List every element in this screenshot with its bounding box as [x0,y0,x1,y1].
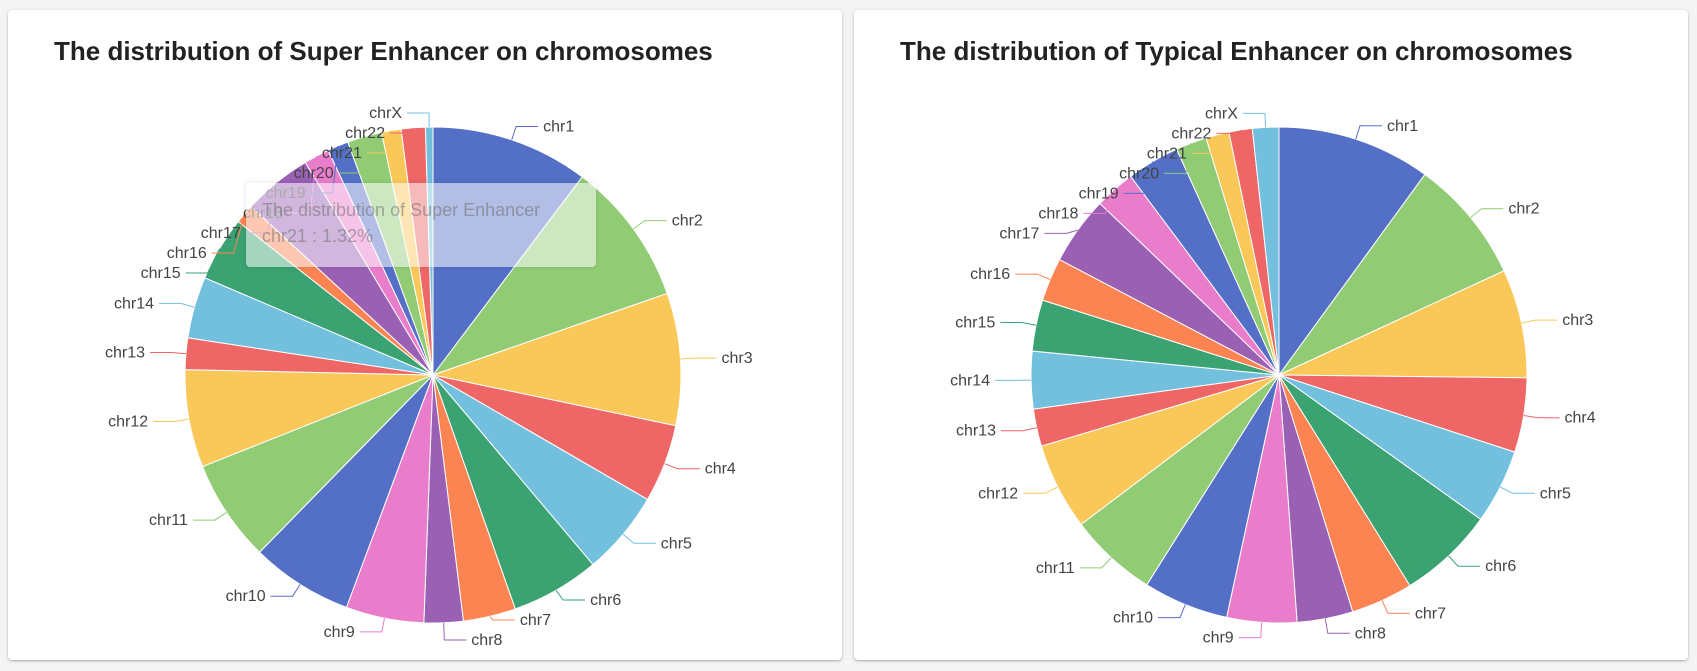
label-line-chr3 [1521,319,1558,324]
slice-label-chr7: chr7 [1415,605,1446,622]
label-line-chr22 [390,127,414,134]
label-line-chr18 [1083,189,1116,214]
label-line-chr5 [622,533,656,544]
slice-label-chr9: chr9 [1203,630,1234,647]
label-line-chr21 [1191,134,1218,154]
label-line-chr6 [1448,555,1481,567]
label-line-chr20 [338,136,365,174]
slice-label-chr13: chr13 [956,423,996,440]
slice-label-chr13: chr13 [105,345,145,362]
slice-label-chr9: chr9 [324,624,355,641]
chart-title: The distribution of Typical Enhancer on … [900,36,1573,66]
label-line-chr13 [1001,427,1037,432]
label-line-chr10 [270,584,301,597]
slice-label-chr20: chr20 [1119,165,1159,182]
label-line-chr12 [153,418,189,422]
label-line-chr3 [680,357,717,360]
slice-label-chr1: chr1 [1387,118,1418,135]
pie-slice-chr2[interactable] [431,176,668,377]
slice-label-chr20: chr20 [294,165,334,182]
label-line-chr17 [1044,229,1078,234]
pie-slice-chr3[interactable] [431,292,682,427]
slice-label-chr3: chr3 [722,350,753,367]
label-line-chr5 [1500,486,1535,494]
chart-tooltip: The distribution of Super Enhancer chr21… [246,183,596,267]
slice-label-chr19: chr19 [1079,185,1119,202]
slice-label-chr12: chr12 [108,414,148,431]
label-line-chr2 [1470,208,1504,218]
slice-label-chr14: chr14 [950,372,990,389]
label-line-chr4 [1523,414,1560,419]
tooltip-text: chr21 : 1.32% [262,226,374,246]
slice-label-chr22: chr22 [345,125,385,142]
label-line-chr15 [185,248,221,274]
label-line-chr16 [211,213,245,254]
slice-label-chr11: chr11 [1036,560,1075,577]
slice-label-chr1: chr1 [543,119,574,136]
tooltip-title: The distribution of Super Enhancer [262,200,541,220]
label-line-chr11 [192,511,227,521]
slice-label-chrX: chrX [1205,105,1238,122]
super-enhancer-pie-chart[interactable]: chr1 chr2 chr3 chr4 chr5 chr6 chr7 chr8 chr9 chr1… [8,10,842,660]
slice-label-chr17: chr17 [999,225,1039,242]
slice-label-chr10: chr10 [1113,610,1153,627]
label-line-chr20 [1164,143,1192,174]
slice-label-chr2: chr2 [672,213,703,230]
label-line-chr13 [150,352,186,355]
label-line-chr16 [1015,273,1051,280]
slice-label-chr11: chr11 [149,512,188,529]
label-line-chr1 [511,126,539,140]
label-line-chr12 [1023,486,1058,494]
label-line-chr9 [1238,622,1263,639]
label-line-chrX [407,112,430,128]
slice-label-chr12: chr12 [978,485,1018,502]
label-line-chr15 [1000,322,1037,326]
slice-label-chr10: chr10 [226,588,266,605]
slice-label-chr4: chr4 [1565,410,1596,427]
slice-label-chr3: chr3 [1562,312,1593,329]
slice-label-chr15: chr15 [141,265,181,282]
label-line-chr9 [359,618,385,633]
slice-label-chr22: chr22 [1171,125,1211,142]
slice-label-chrX: chrX [369,105,402,122]
label-line-chr4 [664,463,700,470]
label-line-chr2 [633,220,667,230]
chart-title: The distribution of Super Enhancer on ch… [54,36,713,66]
slice-label-chr17: chr17 [201,225,241,242]
slice-label-chr14: chr14 [114,295,154,312]
slice-label-chr5: chr5 [1540,485,1571,502]
slice-label-chr8: chr8 [471,632,502,649]
label-line-chr21 [366,130,392,154]
label-line-chr1 [1355,125,1382,140]
pie-slice-chr3[interactable] [1278,270,1528,379]
label-line-chr19 [1123,161,1154,194]
slice-label-chr6: chr6 [1485,558,1516,575]
label-line-chr11 [1079,557,1112,569]
label-line-chr7 [1381,600,1410,614]
slice-label-chr6: chr6 [590,592,621,609]
slice-label-chr5: chr5 [661,535,692,552]
slice-label-chr2: chr2 [1508,201,1539,218]
label-line-chr22 [1216,129,1242,134]
label-line-chrX [1242,112,1267,128]
label-line-chr8 [1324,618,1350,634]
label-line-chr10 [1158,604,1186,619]
typical-enhancer-pie-chart[interactable]: chr1 chr2 chr3 chr4 chr5 chr6 chr7 chr8 chr9 chr1… [854,10,1688,660]
super-enhancer-chart-card: The distribution of Super Enhancer on ch… [8,10,842,660]
typical-enhancer-chart-card: The distribution of Typical Enhancer on … [854,10,1688,660]
slice-label-chr7: chr7 [520,612,551,629]
label-line-chr8 [443,622,467,641]
label-line-chr6 [555,590,586,601]
slice-label-chr16: chr16 [970,266,1010,283]
slice-label-chr15: chr15 [955,315,995,332]
label-line-chr14 [159,302,195,308]
label-line-chr7 [489,616,515,621]
slice-label-chr21: chr21 [1147,145,1187,162]
slice-label-chr4: chr4 [705,461,736,478]
slice-label-chr18: chr18 [1038,205,1078,222]
slice-label-chr8: chr8 [1355,625,1386,642]
slice-label-chr21: chr21 [322,145,362,162]
slice-label-chr16: chr16 [167,245,207,262]
